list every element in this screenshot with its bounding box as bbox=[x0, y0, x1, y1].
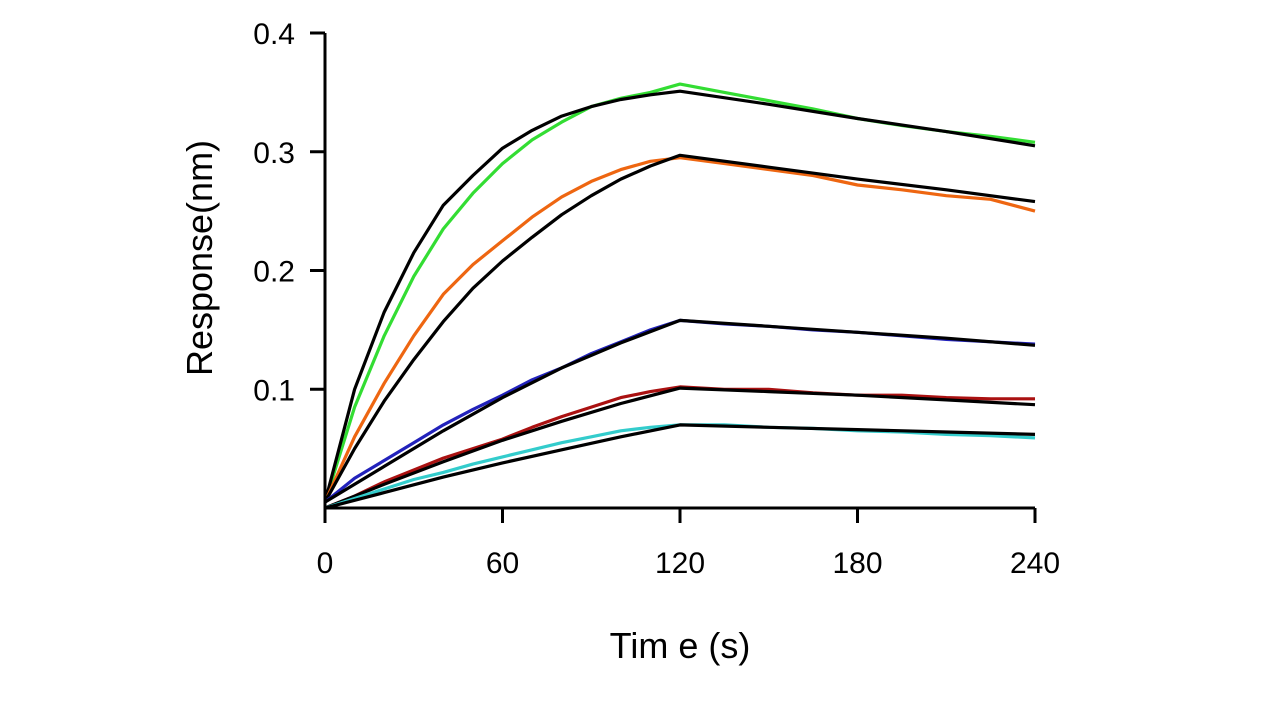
x-axis-title: Tim e (s) bbox=[610, 625, 751, 666]
fit-line-1 bbox=[323, 89, 1036, 503]
x-tick-label: 60 bbox=[486, 547, 519, 580]
x-tick-label: 240 bbox=[1010, 547, 1060, 580]
y-axis-ticks: 0.1 0.2 0.3 0.4 bbox=[253, 18, 325, 407]
series-line-2 bbox=[323, 156, 1036, 503]
x-tick-label: 120 bbox=[655, 547, 705, 580]
fit-line-2 bbox=[323, 153, 1036, 503]
y-tick-label: 0.3 bbox=[253, 137, 295, 170]
x-tick-label: 0 bbox=[317, 547, 334, 580]
y-axis-title: Response(nm) bbox=[179, 140, 220, 376]
y-tick-label: 0.1 bbox=[253, 374, 295, 407]
fit-line-4 bbox=[324, 386, 1036, 510]
y-tick-label: 0.2 bbox=[253, 256, 295, 289]
x-tick-label: 180 bbox=[832, 547, 882, 580]
y-tick-label: 0.4 bbox=[253, 18, 295, 51]
data-series bbox=[323, 82, 1036, 510]
fit-line-3 bbox=[324, 318, 1036, 504]
fit-line-5 bbox=[324, 423, 1036, 510]
x-axis-ticks: 0 60 120 180 240 bbox=[317, 508, 1060, 580]
series-line-4 bbox=[324, 385, 1035, 510]
